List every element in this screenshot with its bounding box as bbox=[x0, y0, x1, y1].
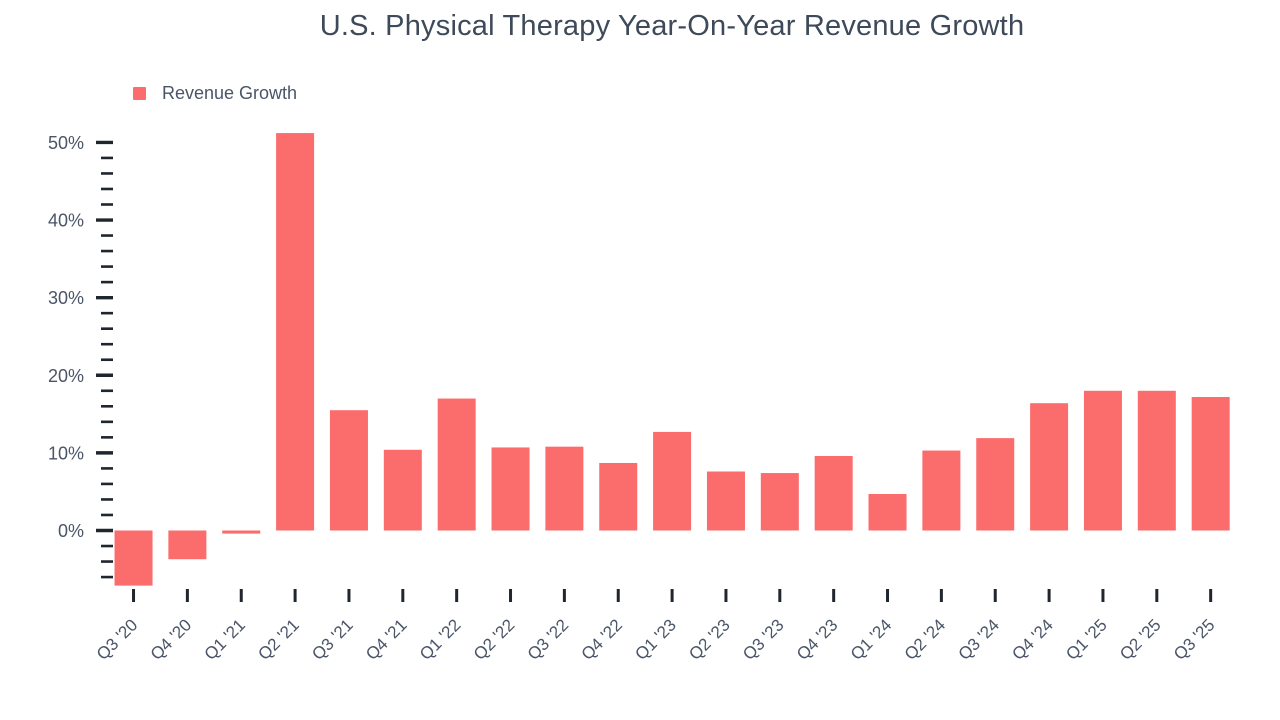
x-axis-label: Q4 '23 bbox=[793, 615, 841, 663]
revenue-growth-bar bbox=[760, 473, 799, 531]
x-axis-label: Q2 '23 bbox=[685, 615, 733, 663]
legend-swatch-icon bbox=[133, 87, 146, 100]
x-axis-label: Q2 '22 bbox=[470, 615, 518, 663]
y-axis-label: 30% bbox=[48, 288, 84, 308]
x-axis-label: Q3 '22 bbox=[524, 615, 572, 663]
x-axis-label: Q3 '24 bbox=[955, 615, 1003, 663]
x-axis-label: Q3 '20 bbox=[93, 615, 141, 663]
x-axis-label: Q3 '23 bbox=[739, 615, 787, 663]
x-axis-label: Q1 '22 bbox=[416, 615, 464, 663]
x-axis-label: Q4 '24 bbox=[1008, 615, 1056, 663]
revenue-growth-bar bbox=[545, 446, 584, 531]
x-axis-label: Q1 '23 bbox=[631, 615, 679, 663]
revenue-growth-bar bbox=[706, 471, 745, 531]
x-axis-label: Q2 '25 bbox=[1116, 615, 1164, 663]
revenue-growth-bar bbox=[1083, 390, 1122, 531]
legend-label: Revenue Growth bbox=[162, 83, 298, 103]
revenue-growth-bar bbox=[491, 447, 530, 531]
revenue-growth-bar bbox=[329, 410, 368, 531]
revenue-growth-bar bbox=[437, 398, 476, 531]
chart-title: U.S. Physical Therapy Year-On-Year Reven… bbox=[319, 10, 1025, 42]
x-axis-label: Q4 '22 bbox=[578, 615, 626, 663]
revenue-growth-bar bbox=[599, 462, 638, 531]
revenue-growth-bar bbox=[383, 449, 422, 531]
y-axis-label: 40% bbox=[48, 211, 84, 231]
y-axis-label: 10% bbox=[48, 443, 84, 463]
x-axis-label: Q4 '21 bbox=[362, 615, 410, 663]
y-axis-label: 50% bbox=[48, 133, 84, 153]
x-axis-label: Q1 '21 bbox=[201, 615, 249, 663]
revenue-growth-bar bbox=[976, 438, 1015, 531]
legend: Revenue Growth bbox=[133, 83, 297, 104]
x-axis-label: Q3 '25 bbox=[1170, 615, 1218, 663]
revenue-growth-bar bbox=[276, 133, 315, 531]
revenue-growth-bar bbox=[868, 494, 907, 531]
x-axis-label: Q1 '25 bbox=[1062, 615, 1110, 663]
revenue-growth-bar bbox=[1030, 403, 1069, 531]
x-axis-label: Q1 '24 bbox=[847, 615, 895, 663]
revenue-growth-bar bbox=[168, 530, 207, 560]
revenue-growth-bar bbox=[922, 450, 961, 531]
revenue-growth-bar bbox=[653, 431, 692, 531]
x-axis-label: Q3 '21 bbox=[308, 615, 356, 663]
revenue-growth-bar bbox=[1137, 390, 1176, 531]
x-axis-label: Q4 '20 bbox=[147, 615, 195, 663]
revenue-growth-bar bbox=[814, 455, 853, 531]
revenue-growth-bar bbox=[1191, 396, 1230, 531]
revenue-growth-bar bbox=[114, 530, 153, 586]
y-axis-label: 0% bbox=[58, 521, 84, 541]
x-axis-label: Q2 '24 bbox=[901, 615, 949, 663]
revenue-growth-bar bbox=[222, 530, 261, 534]
x-axis-label: Q2 '21 bbox=[254, 615, 302, 663]
y-axis-label: 20% bbox=[48, 366, 84, 386]
